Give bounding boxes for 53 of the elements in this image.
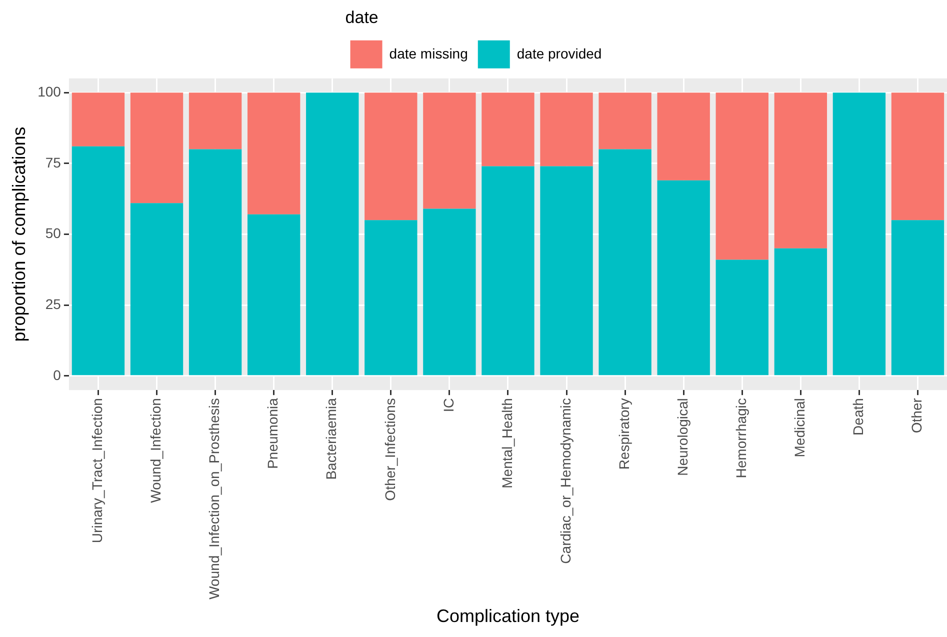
legend-label: date provided xyxy=(516,45,602,62)
x-tick-label: Neurological xyxy=(674,398,690,476)
x-tick-label: Pneumonia xyxy=(264,398,281,469)
bar xyxy=(832,92,886,376)
bar xyxy=(716,260,768,376)
bar xyxy=(891,92,944,220)
x-tick-label: Wound_Infection_on_Prosthesis xyxy=(206,398,222,600)
y-tick-label: 50 xyxy=(45,225,62,242)
bar xyxy=(188,149,242,376)
x-tick-label: Medicinal xyxy=(792,398,808,458)
x-tick-label: Wound_Infection xyxy=(148,398,164,503)
x-tick-label: Death xyxy=(850,398,866,436)
bar xyxy=(598,149,652,376)
y-tick-label: 75 xyxy=(45,154,62,170)
bar xyxy=(657,92,710,180)
y-tick-label: 0 xyxy=(53,366,62,383)
legend-label: date missing xyxy=(389,45,468,62)
bar xyxy=(598,92,652,150)
x-axis-title: Complication type xyxy=(436,606,580,626)
y-axis-title: proportion of complications xyxy=(8,126,29,342)
y-tick-label: 25 xyxy=(45,296,62,312)
bar xyxy=(891,220,944,376)
x-tick-label: Cardiac_or_Hemodynamic xyxy=(557,398,574,564)
x-tick-label: Other xyxy=(908,398,925,434)
x-tick-label: Hemorrhagic xyxy=(732,398,749,478)
x-tick-label: Urinary_Tract_Infection xyxy=(89,398,106,544)
y-tick-label: 100 xyxy=(38,83,62,100)
bar xyxy=(540,92,593,166)
bar xyxy=(482,166,534,376)
x-tick-label: IC xyxy=(440,398,456,412)
x-tick-label: Other_Infections xyxy=(382,398,398,501)
bar xyxy=(306,92,359,376)
legend-title: date xyxy=(345,8,378,28)
x-tick-label: Mental_Health xyxy=(498,398,515,488)
bar xyxy=(716,92,768,260)
bar xyxy=(364,220,418,376)
bar xyxy=(423,92,476,209)
bar xyxy=(130,203,184,376)
bar xyxy=(423,208,476,376)
bar xyxy=(188,92,242,150)
bar xyxy=(247,214,300,376)
bar xyxy=(72,146,125,376)
bar xyxy=(130,92,184,204)
bar xyxy=(482,92,534,166)
bar xyxy=(72,92,125,146)
bar xyxy=(247,92,300,214)
bar xyxy=(774,248,827,376)
x-tick-label: Respiratory xyxy=(616,398,632,470)
bar xyxy=(774,92,827,248)
x-tick-label: Bacteriaemia xyxy=(323,398,340,480)
bar xyxy=(657,180,710,376)
bar xyxy=(364,92,418,220)
bar xyxy=(540,166,593,376)
